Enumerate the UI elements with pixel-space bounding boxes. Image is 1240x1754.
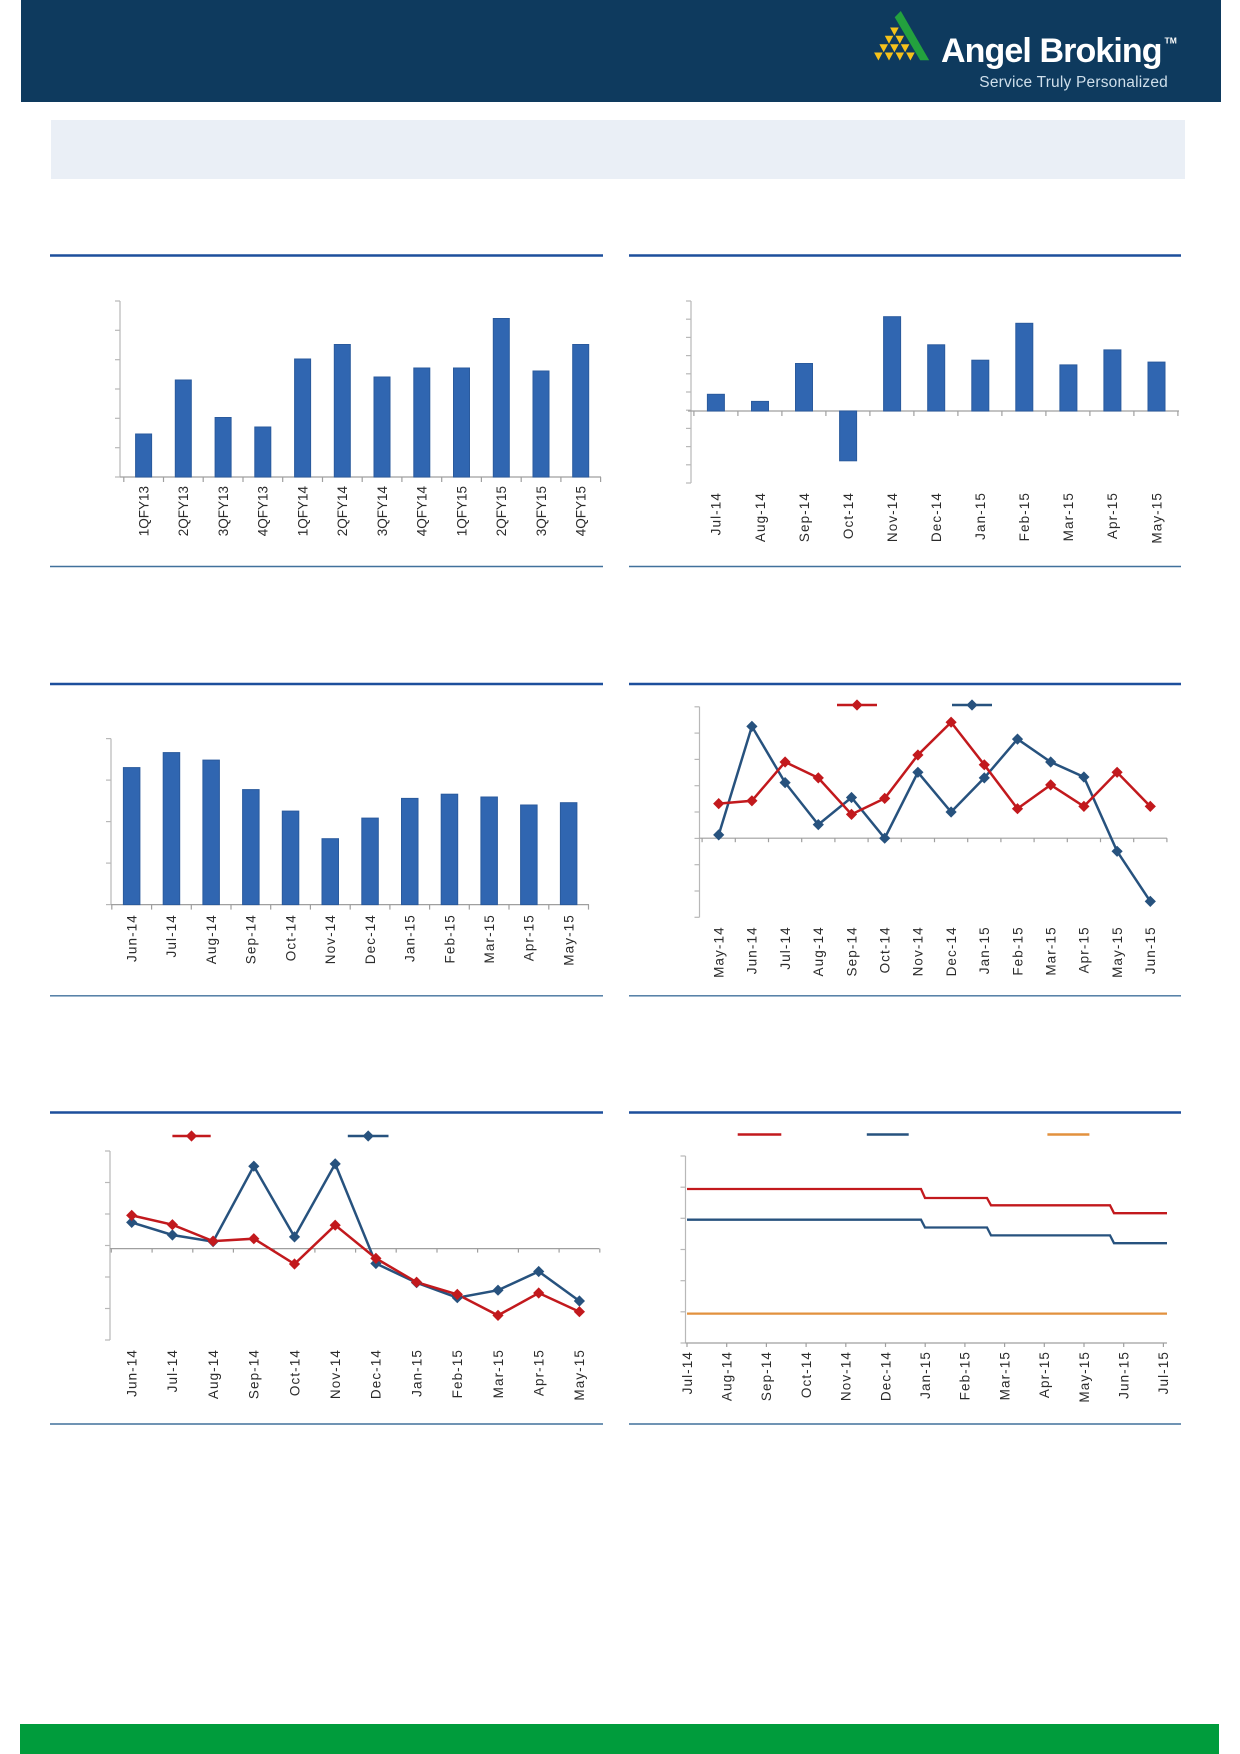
svg-text:4QFY13: 4QFY13 (256, 486, 271, 536)
svg-text:Jun-14: Jun-14 (745, 926, 760, 974)
svg-text:Jun-15: Jun-15 (1117, 1351, 1132, 1399)
svg-text:Feb-15: Feb-15 (1017, 492, 1032, 541)
svg-text:May-15: May-15 (1149, 492, 1164, 544)
svg-text:Dec-14: Dec-14 (363, 914, 378, 964)
svg-text:Jul-14: Jul-14 (680, 1351, 695, 1394)
svg-text:4QFY15: 4QFY15 (574, 486, 589, 536)
svg-text:Sep-14: Sep-14 (244, 914, 259, 964)
svg-text:Jul-14: Jul-14 (164, 914, 179, 957)
svg-text:May-15: May-15 (561, 914, 576, 966)
svg-text:Apr-15: Apr-15 (1077, 926, 1092, 973)
svg-text:Dec-14: Dec-14 (944, 926, 959, 976)
svg-text:4QFY14: 4QFY14 (415, 486, 430, 537)
svg-text:1QFY15: 1QFY15 (454, 486, 469, 536)
svg-text:Jan-15: Jan-15 (973, 492, 988, 540)
svg-text:Nov-14: Nov-14 (328, 1349, 343, 1399)
svg-text:Feb-15: Feb-15 (442, 914, 457, 963)
svg-text:Mar-15: Mar-15 (482, 914, 497, 963)
svg-text:Mar-15: Mar-15 (997, 1351, 1012, 1400)
svg-text:3QFY14: 3QFY14 (375, 486, 390, 537)
svg-text:Aug-14: Aug-14 (720, 1351, 735, 1401)
svg-text:Nov-14: Nov-14 (911, 926, 926, 976)
svg-text:Oct-14: Oct-14 (799, 1351, 814, 1398)
svg-text:Aug-14: Aug-14 (204, 914, 219, 964)
svg-text:Dec-14: Dec-14 (929, 492, 944, 542)
svg-text:Apr-15: Apr-15 (1105, 492, 1120, 539)
svg-text:Apr-15: Apr-15 (532, 1349, 547, 1396)
svg-text:Mar-15: Mar-15 (1044, 926, 1059, 975)
svg-text:Sep-14: Sep-14 (247, 1349, 262, 1399)
svg-text:Aug-14: Aug-14 (753, 492, 768, 542)
svg-text:Service Truly Personalized: Service Truly Personalized (979, 74, 1168, 91)
svg-text:Jun-15: Jun-15 (1143, 926, 1158, 974)
svg-text:Mar-15: Mar-15 (1061, 492, 1076, 541)
svg-text:Feb-15: Feb-15 (958, 1351, 973, 1400)
svg-text:3QFY13: 3QFY13 (216, 486, 231, 536)
svg-text:Aug-14: Aug-14 (206, 1349, 221, 1399)
svg-text:Jul-14: Jul-14 (165, 1349, 180, 1392)
svg-text:Mar-15: Mar-15 (491, 1349, 506, 1398)
svg-text:Apr-15: Apr-15 (522, 914, 537, 961)
svg-text:Sep-14: Sep-14 (797, 492, 812, 542)
svg-text:Apr-15: Apr-15 (1037, 1351, 1052, 1398)
svg-text:Sep-14: Sep-14 (844, 926, 859, 976)
svg-text:1QFY13: 1QFY13 (136, 486, 151, 536)
svg-text:Dec-14: Dec-14 (878, 1351, 893, 1401)
svg-text:2QFY13: 2QFY13 (176, 486, 191, 536)
svg-text:Feb-15: Feb-15 (1010, 926, 1025, 975)
svg-text:Nov-14: Nov-14 (323, 914, 338, 964)
svg-text:Jul-14: Jul-14 (709, 492, 724, 535)
svg-text:Jan-15: Jan-15 (918, 1351, 933, 1399)
svg-text:Jan-15: Jan-15 (977, 926, 992, 974)
svg-text:Angel Broking: Angel Broking (941, 32, 1162, 70)
svg-text:Nov-14: Nov-14 (839, 1351, 854, 1401)
svg-text:Jul-14: Jul-14 (778, 926, 793, 969)
svg-text:May-15: May-15 (1077, 1351, 1092, 1403)
svg-text:2QFY14: 2QFY14 (335, 486, 350, 537)
svg-text:Jun-14: Jun-14 (125, 1349, 140, 1397)
svg-text:1QFY14: 1QFY14 (295, 486, 310, 537)
svg-text:Aug-14: Aug-14 (811, 926, 826, 976)
svg-text:TM: TM (1165, 36, 1177, 46)
svg-text:Nov-14: Nov-14 (885, 492, 900, 542)
svg-text:Feb-15: Feb-15 (450, 1349, 465, 1398)
svg-text:Oct-14: Oct-14 (283, 914, 298, 961)
svg-text:Jun-14: Jun-14 (125, 914, 140, 962)
svg-text:Jan-15: Jan-15 (409, 1349, 424, 1397)
svg-text:Jan-15: Jan-15 (403, 914, 418, 962)
svg-text:Jul-15: Jul-15 (1156, 1351, 1171, 1394)
svg-text:May-15: May-15 (572, 1349, 587, 1401)
svg-text:May-15: May-15 (1110, 926, 1125, 978)
svg-text:2QFY15: 2QFY15 (494, 486, 509, 536)
svg-text:Sep-14: Sep-14 (759, 1351, 774, 1401)
svg-text:Oct-14: Oct-14 (841, 492, 856, 539)
svg-text:Dec-14: Dec-14 (369, 1349, 384, 1399)
svg-text:May-14: May-14 (712, 926, 727, 978)
svg-text:3QFY15: 3QFY15 (534, 486, 549, 536)
svg-text:Oct-14: Oct-14 (287, 1349, 302, 1396)
svg-text:Oct-14: Oct-14 (878, 926, 893, 973)
